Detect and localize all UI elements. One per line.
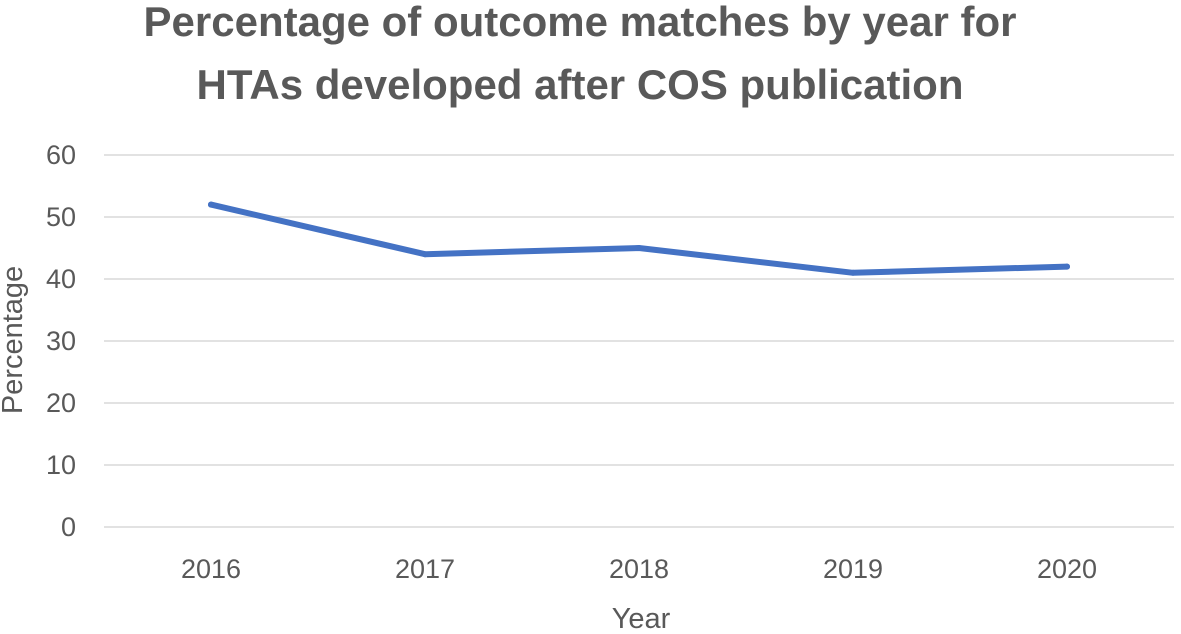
series-layer: [208, 201, 1070, 276]
y-tick-label: 60: [46, 140, 76, 170]
y-tick-label: 30: [46, 326, 76, 356]
data-point-2019: [850, 269, 856, 276]
x-axis-title: Year: [612, 603, 671, 634]
x-tick-label: 2016: [181, 554, 241, 584]
y-tick-label: 40: [46, 264, 76, 294]
data-point-2017: [422, 251, 428, 258]
y-axis-ticks: 0 10 20 30 40 50 60: [46, 140, 76, 542]
x-tick-label: 2017: [395, 554, 455, 584]
chart-title-line-1: Percentage of outcome matches by year fo…: [144, 0, 1017, 45]
y-tick-label: 50: [46, 202, 76, 232]
x-axis-ticks: 2016 2017 2018 2019 2020: [181, 554, 1097, 584]
x-tick-label: 2018: [609, 554, 669, 584]
x-tick-label: 2020: [1037, 554, 1097, 584]
data-point-2016: [208, 201, 214, 208]
gridlines: [104, 154, 1174, 528]
y-tick-label: 0: [61, 512, 76, 542]
chart-title-line-2: HTAs developed after COS publication: [197, 61, 964, 108]
data-point-2020: [1064, 263, 1070, 270]
y-tick-label: 10: [46, 450, 76, 480]
series-line: [208, 201, 1070, 276]
data-point-2018: [636, 245, 642, 251]
y-axis-title: Percentage: [0, 266, 29, 414]
x-tick-label: 2019: [823, 554, 883, 584]
y-tick-label: 20: [46, 388, 76, 418]
